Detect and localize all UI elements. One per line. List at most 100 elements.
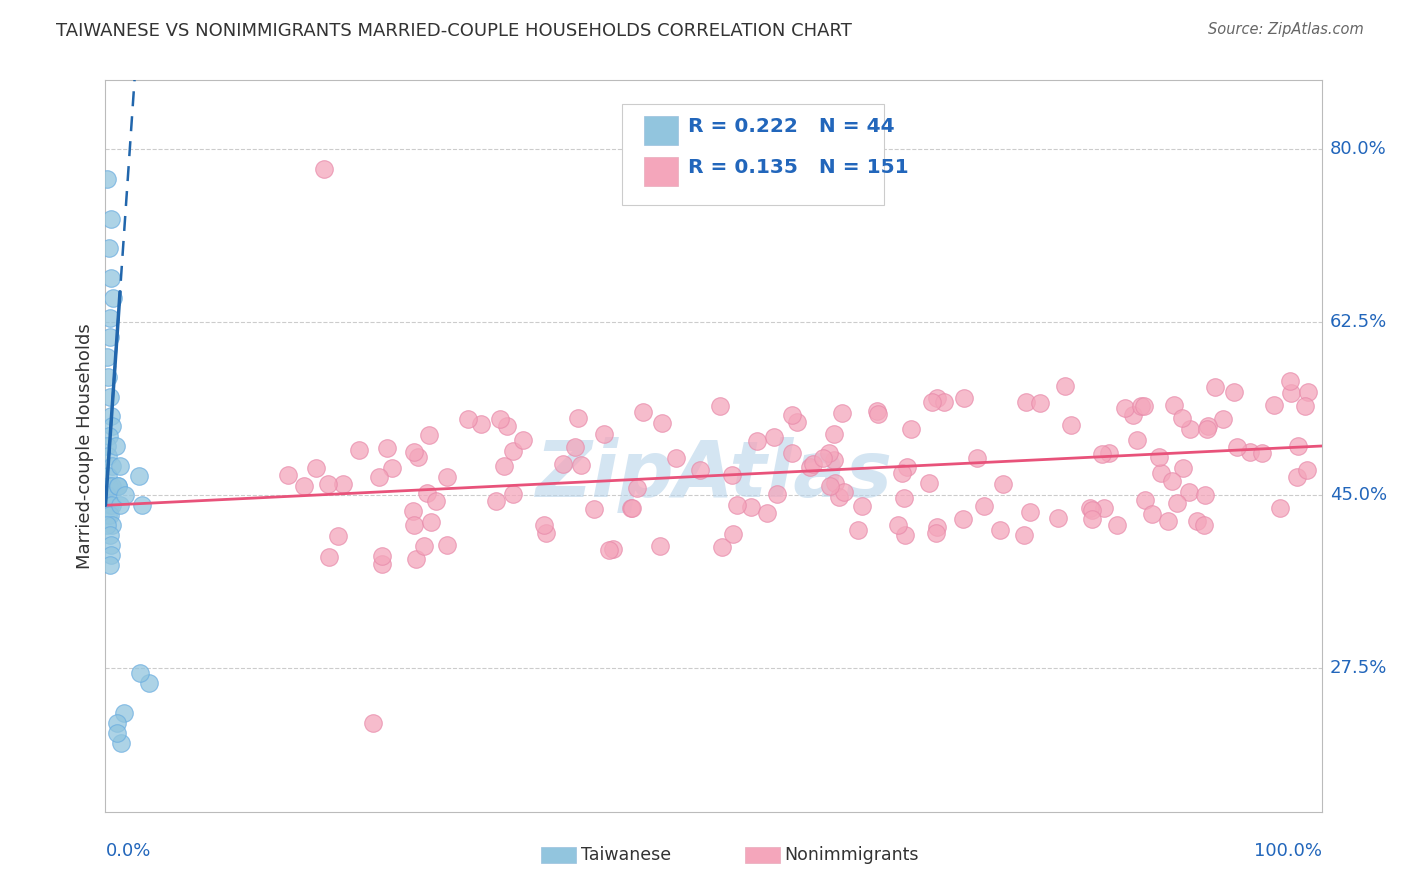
Point: [823, 452, 845, 467]
Point: [314, 162, 336, 177]
Point: [927, 391, 949, 405]
Point: [470, 417, 492, 432]
Point: [932, 395, 955, 409]
Point: [96, 439, 118, 453]
Point: [1166, 496, 1188, 510]
Point: [100, 211, 122, 226]
Point: [100, 548, 122, 562]
Point: [1081, 503, 1104, 517]
Point: [96, 518, 118, 533]
Point: [98, 478, 121, 492]
Point: [988, 523, 1011, 537]
Point: [112, 706, 135, 720]
Point: [1251, 445, 1274, 459]
Point: [765, 487, 787, 501]
Point: [98, 390, 121, 404]
Point: [893, 528, 915, 542]
Point: [1018, 505, 1040, 519]
Point: [626, 482, 648, 496]
Point: [98, 508, 121, 523]
Point: [569, 458, 592, 472]
Point: [104, 439, 127, 453]
Point: [782, 445, 804, 459]
Text: ZipAtlas: ZipAtlas: [536, 437, 891, 513]
Text: 45.0%: 45.0%: [1330, 486, 1388, 504]
Text: R = 0.222   N = 44: R = 0.222 N = 44: [688, 117, 894, 136]
Point: [651, 416, 673, 430]
Point: [1122, 408, 1144, 422]
Point: [1114, 401, 1136, 416]
Point: [128, 468, 150, 483]
Point: [488, 412, 510, 426]
Point: [405, 551, 427, 566]
Text: 27.5%: 27.5%: [1330, 659, 1388, 677]
Point: [925, 525, 948, 540]
Point: [100, 419, 122, 434]
Point: [1147, 450, 1170, 464]
Point: [755, 506, 778, 520]
Point: [101, 498, 124, 512]
Text: 0.0%: 0.0%: [105, 842, 150, 860]
Point: [98, 528, 121, 542]
Point: [1223, 385, 1246, 400]
Point: [371, 549, 394, 563]
Text: 80.0%: 80.0%: [1330, 140, 1386, 159]
Point: [1094, 500, 1116, 515]
Point: [1204, 380, 1226, 394]
Point: [96, 172, 118, 186]
Point: [512, 433, 534, 447]
Point: [993, 476, 1015, 491]
Point: [101, 478, 124, 492]
Point: [665, 451, 688, 466]
Point: [292, 479, 315, 493]
Point: [1170, 410, 1192, 425]
Point: [583, 501, 606, 516]
Point: [97, 508, 120, 523]
Point: [620, 501, 643, 516]
Point: [1296, 384, 1319, 399]
Point: [101, 458, 124, 473]
Point: [1294, 399, 1316, 413]
Point: [953, 392, 976, 406]
Text: 100.0%: 100.0%: [1254, 842, 1322, 860]
Bar: [644, 157, 678, 186]
Point: [1212, 412, 1234, 426]
Point: [105, 725, 128, 739]
Point: [1046, 511, 1069, 525]
Point: [1263, 398, 1285, 412]
Point: [1133, 493, 1156, 508]
Point: [413, 539, 436, 553]
Point: [866, 404, 889, 418]
Point: [709, 399, 731, 413]
Point: [1268, 500, 1291, 515]
Point: [689, 463, 711, 477]
Point: [1028, 396, 1050, 410]
Point: [318, 549, 340, 564]
Point: [621, 500, 644, 515]
Point: [1286, 470, 1309, 484]
Point: [1286, 440, 1309, 454]
Point: [1279, 385, 1302, 400]
Text: TAIWANESE VS NONIMMIGRANTS MARRIED-COUPLE HOUSEHOLDS CORRELATION CHART: TAIWANESE VS NONIMMIGRANTS MARRIED-COUPL…: [56, 22, 852, 40]
Point: [823, 427, 845, 442]
Point: [502, 444, 524, 458]
Point: [1090, 447, 1112, 461]
Point: [721, 527, 744, 541]
Point: [416, 486, 439, 500]
Point: [1163, 398, 1185, 412]
Point: [98, 558, 121, 572]
Point: [1279, 374, 1302, 388]
Point: [100, 409, 122, 424]
Point: [966, 451, 988, 466]
Point: [1194, 488, 1216, 502]
Point: [832, 484, 855, 499]
Point: [868, 407, 890, 421]
Point: [598, 543, 620, 558]
Point: [1107, 517, 1129, 532]
Point: [97, 369, 120, 384]
Point: [332, 476, 354, 491]
Point: [110, 735, 132, 749]
Point: [316, 477, 339, 491]
Point: [502, 487, 524, 501]
Point: [1126, 433, 1149, 447]
